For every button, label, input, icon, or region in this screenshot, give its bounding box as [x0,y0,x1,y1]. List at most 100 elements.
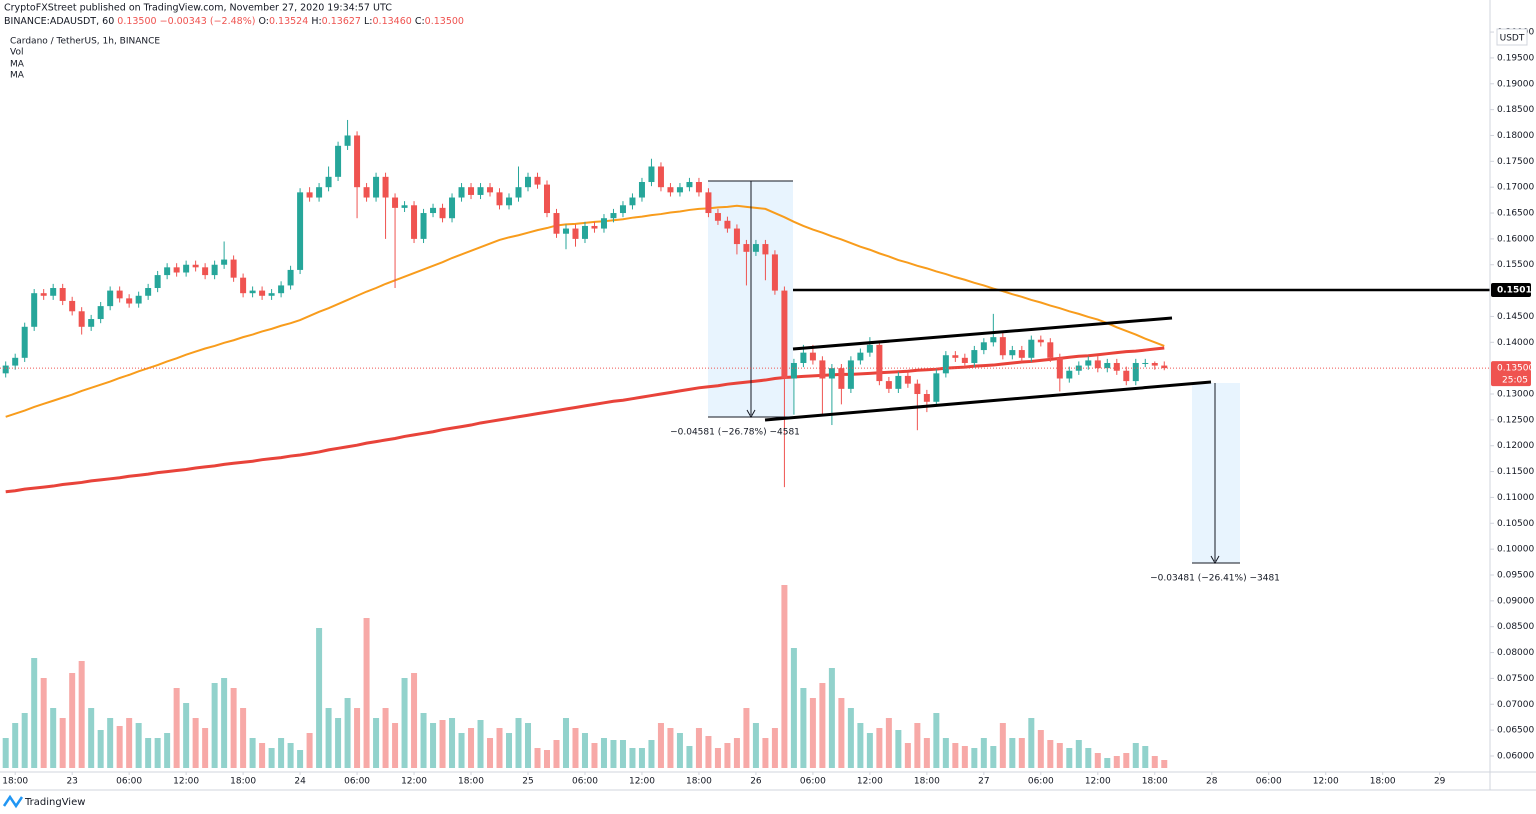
candle-body [325,176,332,188]
candle-body [904,375,911,384]
candle-body [202,267,209,276]
candle-body [866,344,873,353]
volume-bar [373,718,380,768]
candle-body [382,176,389,198]
candle-body [316,187,323,198]
candle-body [562,228,569,234]
volume-bar [316,628,323,768]
candle-body [1085,360,1092,366]
volume-bar [1047,740,1054,768]
candle-body [581,225,588,239]
candle-body [553,213,560,234]
volume-bar [297,750,304,768]
measure-label: −0.04581 (−26.78%) −4581 [670,428,800,438]
legend-item: MA [10,71,25,81]
candle-body [961,357,968,363]
volume-bar [1132,743,1139,768]
drawings: −0.04581 (−26.78%) −4581 −0.03481 (−26.4… [0,180,1490,584]
x-tick-label: 12:00 [1085,777,1111,787]
candle-body [1123,370,1130,382]
candle-body [154,275,161,289]
candle-body [999,337,1006,356]
candle-body [449,197,456,219]
volume-bar [591,743,598,768]
x-tick-label: 18:00 [2,777,28,787]
volume-bar [278,738,285,768]
volume-bar [1009,738,1016,768]
candle-body [31,293,38,327]
candle-body [980,342,987,351]
volume-bar [496,728,503,768]
x-tick-label: 06:00 [572,777,598,787]
volume-bar [629,748,636,768]
volume-bar [1085,748,1092,768]
volume-bar [78,661,85,768]
volume-bar [885,718,892,768]
x-tick-label: 18:00 [686,777,712,787]
currency-box [1496,28,1528,46]
candle-body [297,192,304,270]
volume-bar [657,723,664,768]
quote-label: O: [258,16,269,27]
x-tick-label: 27 [978,777,989,787]
volume-bar [211,683,218,768]
y-tick-label: 0.07000 [1497,700,1534,710]
candle-body [572,228,579,239]
candle-body [50,288,57,296]
candle-body [828,368,835,379]
candle-body [724,220,731,229]
candle-body [942,355,949,374]
candle-body [164,267,171,276]
volume-bar [819,683,826,768]
volume-bar [866,733,873,768]
candle-body [990,337,997,343]
volume-bar [183,703,190,768]
volume-bar [543,750,550,768]
y-tick-label: 0.10500 [1497,519,1534,529]
y-tick-label: 0.18500 [1497,105,1534,115]
volume-bar [173,688,180,768]
candle-body [534,176,541,185]
volume-bar [1075,740,1082,768]
candle-body [135,295,142,304]
y-tick-label: 0.08000 [1497,648,1534,658]
candle-body [69,300,76,312]
volume-bar [971,748,978,768]
candle-body [126,298,133,304]
legend-item: Vol [10,48,23,58]
candle-body [59,288,66,301]
candle-body [1142,362,1149,364]
chart-title: Cardano / TetherUS, 1h, BINANCE [10,37,160,47]
legend-item: MA [10,60,25,70]
volume-bar [714,748,721,768]
y-tick-label: 0.09500 [1497,570,1534,580]
candle-body [1028,339,1035,358]
volume-bar [31,658,38,768]
quote-label: C: [415,16,425,27]
candle-body [230,259,237,278]
candle-body [657,166,664,188]
volume-bar [923,738,930,768]
y-tick-label: 0.18000 [1497,131,1534,141]
volume-bar [107,718,114,768]
volume-bar [525,723,532,768]
volume-pane [2,585,1168,768]
candle-body [1018,350,1025,358]
volume-bar [449,718,456,768]
volume-bar [116,726,123,768]
volume-bar [306,733,313,768]
y-tick-label: 0.15500 [1497,260,1534,270]
publisher: CryptoFXStreet published on TradingView.… [4,3,392,14]
volume-bar [477,720,484,768]
volume-bar [506,733,513,768]
measure-label: −0.03481 (−26.41%) −3481 [1150,574,1280,584]
candle-body [933,373,940,402]
candle-body [1037,339,1044,343]
logo-icon [2,794,24,809]
candle-body [1094,360,1101,369]
x-tick-label: 12:00 [1313,777,1339,787]
volume-bar [420,713,427,768]
volume-bar [809,698,816,768]
candle-body [192,264,199,268]
volume-bar [895,730,902,768]
